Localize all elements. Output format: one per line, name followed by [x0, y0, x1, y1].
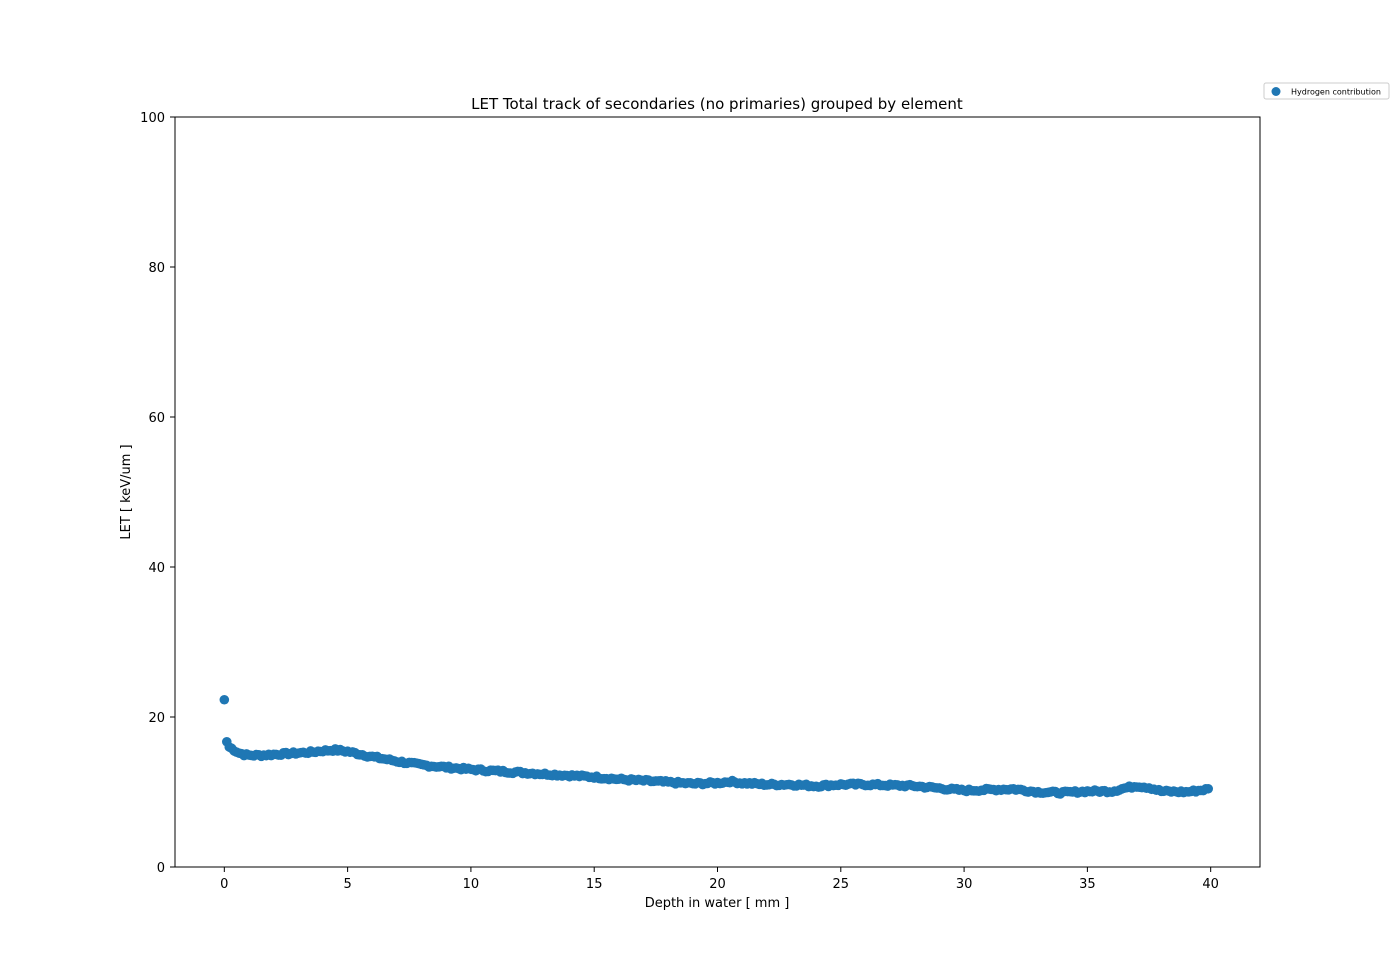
x-tick-label: 5 — [343, 877, 351, 892]
y-axis: 0 20 40 60 80 100 — [140, 111, 175, 876]
scatter-point — [1203, 783, 1214, 794]
legend-marker — [1271, 87, 1281, 96]
x-tick-label: 0 — [220, 877, 228, 892]
x-tick-label: 40 — [1202, 877, 1219, 892]
x-tick-label: 30 — [956, 877, 973, 892]
y-tick-label: 60 — [148, 411, 165, 426]
y-axis-label: LET [ keV/um ] — [119, 444, 134, 539]
y-tick-label: 20 — [148, 711, 165, 726]
y-tick-label: 80 — [148, 261, 165, 276]
x-axis-label: Depth in water [ mm ] — [645, 896, 790, 911]
chart-title: LET Total track of secondaries (no prima… — [471, 95, 963, 113]
legend-frame — [1263, 82, 1390, 100]
x-tick-label: 25 — [833, 877, 850, 892]
scatter-point — [219, 694, 230, 705]
x-tick-label: 10 — [463, 877, 480, 892]
x-tick-label: 35 — [1079, 877, 1096, 892]
legend: Hydrogen contribution — [1263, 82, 1390, 100]
x-tick-label: 15 — [586, 877, 603, 892]
scatter-series-hydrogen — [219, 694, 1214, 799]
y-tick-label: 0 — [157, 861, 165, 876]
legend-entry-label: Hydrogen contribution — [1291, 88, 1381, 97]
x-axis: 0 5 10 15 20 25 30 35 40 — [220, 867, 1219, 892]
x-tick-label: 20 — [709, 877, 726, 892]
y-tick-label: 40 — [148, 561, 165, 576]
y-tick-label: 100 — [140, 111, 165, 126]
